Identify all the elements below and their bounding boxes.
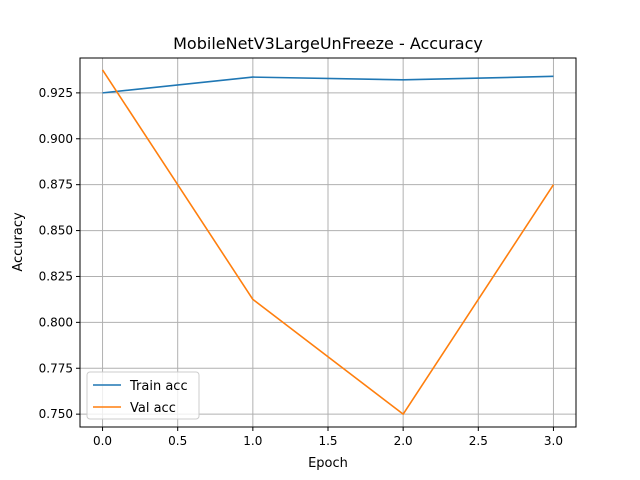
y-tick-label: 0.900 <box>39 132 73 146</box>
y-tick-label: 0.850 <box>39 224 73 238</box>
plot-frame <box>79 57 577 428</box>
legend: Train acc Val acc <box>86 371 200 420</box>
y-tick-label: 0.775 <box>39 361 73 375</box>
y-axis-label: Accuracy <box>11 212 26 272</box>
y-tick-label: 0.750 <box>39 407 73 421</box>
series-lines <box>101 69 555 415</box>
x-axis-ticks: 0.0 0.5 1.0 1.5 2.0 2.5 3.0 <box>93 427 563 448</box>
x-tick-label: 2.5 <box>469 434 488 448</box>
legend-label-0: Train acc <box>129 379 188 394</box>
x-tick-label: 3.0 <box>544 434 563 448</box>
y-tick-label: 0.925 <box>39 86 73 100</box>
chart-title: MobileNetV3LargeUnFreeze - Accuracy <box>173 34 483 53</box>
x-axis-label: Epoch <box>308 456 348 471</box>
x-tick-label: 0.5 <box>168 434 187 448</box>
series-line-1 <box>101 69 555 415</box>
y-tick-label: 0.825 <box>39 269 73 283</box>
y-axis-ticks: 0.750 0.775 0.800 0.825 0.850 0.875 0.900 0.925 <box>39 86 80 421</box>
x-tick-label: 2.0 <box>394 434 413 448</box>
x-tick-label: 0.0 <box>93 434 112 448</box>
series-line-0 <box>102 75 554 94</box>
legend-label-1: Val acc <box>130 401 176 416</box>
y-tick-label: 0.800 <box>39 315 73 329</box>
x-tick-label: 1.0 <box>243 434 262 448</box>
x-tick-label: 1.5 <box>318 434 337 448</box>
y-tick-label: 0.875 <box>39 178 73 192</box>
